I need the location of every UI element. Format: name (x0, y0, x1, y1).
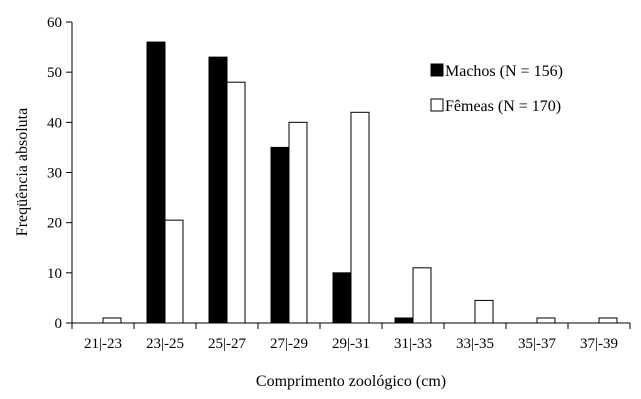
bar-femeas (288, 121, 308, 324)
legend-label-femeas: Fêmeas (N = 170) (445, 98, 561, 115)
y-tick-labels: 0 10 20 30 40 50 60 (47, 15, 62, 332)
y-tick-label: 10 (47, 266, 62, 282)
bar-machos (270, 146, 290, 324)
y-tick-label: 0 (55, 316, 63, 332)
bar-machos (394, 317, 414, 324)
y-tick-label: 50 (47, 65, 62, 81)
bar-femeas (412, 267, 432, 324)
x-tick-labels: 21|-23 23|-25 25|-27 27|-29 29|-31 31|-33 33|-… (84, 336, 618, 352)
y-tick-label: 40 (47, 115, 62, 131)
x-axis-title: Comprimento zoológico (cm) (256, 373, 446, 390)
x-tick-label: 33|-35 (456, 336, 494, 352)
x-tick-label: 21|-23 (84, 336, 122, 352)
legend-item-femeas: Fêmeas (N = 170) (430, 98, 561, 115)
legend-item-machos: Machos (N = 156) (430, 63, 563, 80)
bar-femeas (102, 317, 122, 324)
legend-swatch-femeas (430, 98, 444, 112)
bar-machos (208, 56, 228, 324)
x-tick-label: 31|-33 (394, 336, 432, 352)
bar-machos (332, 272, 352, 324)
y-tick-label: 20 (47, 216, 62, 232)
x-tick-label: 27|-29 (270, 336, 308, 352)
legend-swatch-machos (430, 63, 444, 77)
bar-femeas (350, 111, 370, 324)
x-tick-label: 25|-27 (208, 336, 246, 352)
y-axis-title: Freqüência absoluta (14, 108, 31, 236)
bars-group (102, 41, 618, 324)
bar-femeas (598, 317, 618, 324)
x-tick-label: 37|-39 (580, 336, 618, 352)
x-tick-label: 23|-25 (146, 336, 184, 352)
y-axis (66, 21, 73, 324)
y-tick-label: 30 (47, 166, 62, 182)
legend: Machos (N = 156) Fêmeas (N = 170) (430, 63, 563, 115)
bar-femeas (474, 299, 494, 324)
x-tick-label: 29|-31 (332, 336, 370, 352)
legend-label-machos: Machos (N = 156) (445, 63, 563, 80)
bar-femeas (164, 219, 184, 324)
bar-femeas (536, 317, 556, 324)
y-tick-label: 60 (47, 15, 62, 31)
x-tick-label: 35|-37 (518, 336, 556, 352)
bar-machos (146, 41, 166, 324)
x-axis (71, 322, 631, 329)
bar-femeas (226, 81, 246, 324)
